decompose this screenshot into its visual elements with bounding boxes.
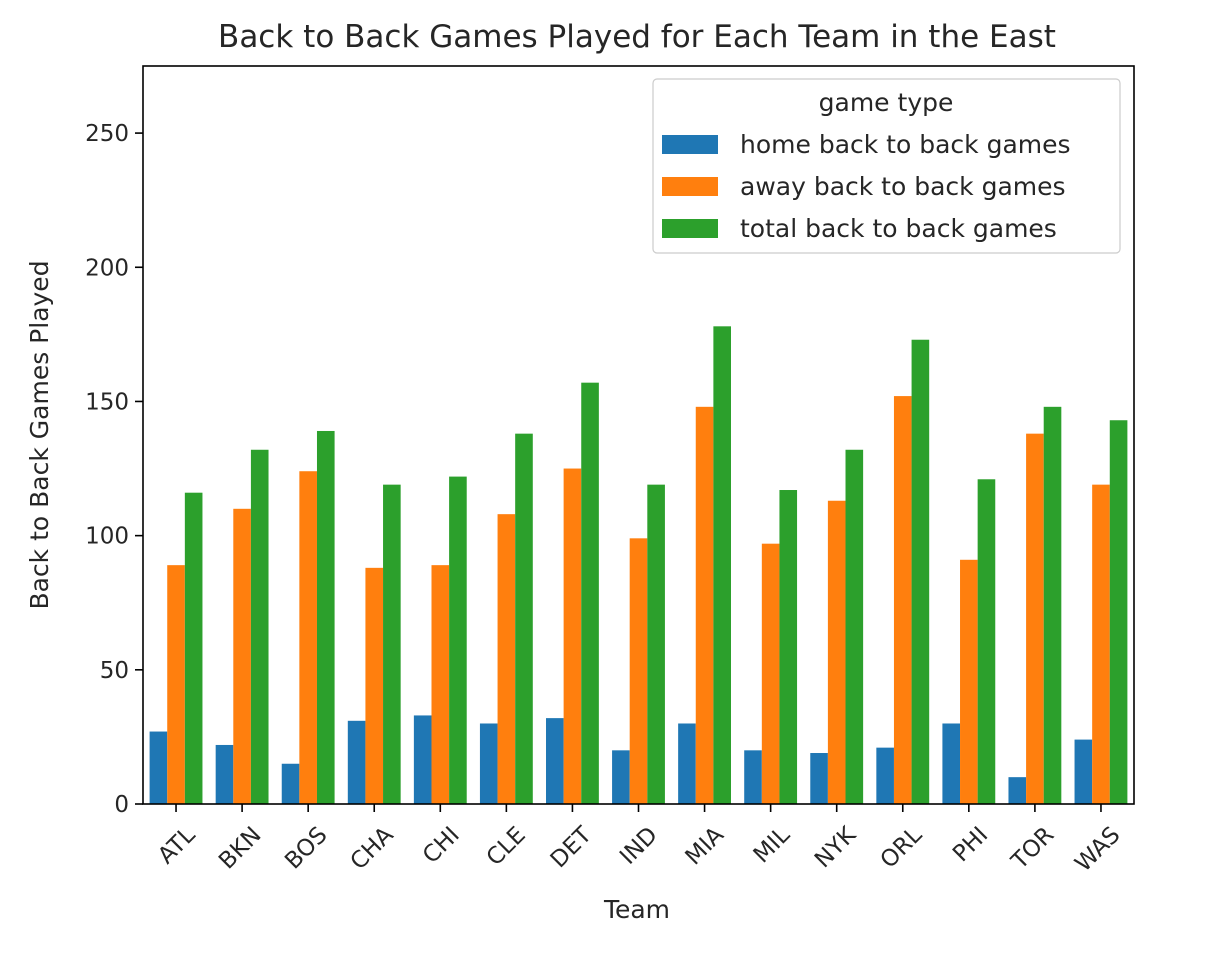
bar-bkn-series-3 [250,449,269,804]
bar-was-series-2 [1092,484,1110,804]
bar-cha-series-1 [347,720,366,804]
bar-orl-series-3 [911,339,930,804]
bar-phi-series-2 [960,559,978,804]
bar-tor-series-1 [1008,777,1027,804]
bar-orl-series-2 [893,396,912,804]
legend-title: game type [819,88,954,117]
bar-was-series-3 [1109,420,1128,804]
legend-entries: home back to back games away back to back… [662,130,1071,243]
bar-det-series-3 [581,382,599,804]
x-tick-label-bkn: BKN [214,822,266,874]
x-tick-label-chi: CHI [418,822,465,869]
y-tick-label: 100 [85,524,129,550]
bar-bkn-series-1 [215,744,234,804]
bar-cha-series-3 [383,484,401,804]
legend-box [652,78,1121,254]
bar-mia-series-1 [678,723,696,804]
plot-frame [142,65,1135,805]
bar-tor-series-3 [1043,406,1062,804]
x-tick-label-cha: CHA [346,822,399,875]
x-tick-label-tor: TOR [1006,822,1059,875]
x-tick-label-phi: PHI [948,822,993,867]
x-tick-label-was: WAS [1070,822,1125,877]
x-tick-label-ind: IND [615,822,663,870]
bar-atl-series-1 [149,731,168,804]
bar-chi-series-3 [449,476,467,804]
y-tick-label: 200 [85,255,129,281]
bar-chi-series-1 [413,715,432,804]
x-axis-label: Team [603,895,670,924]
bar-ind-series-2 [629,538,648,804]
bar-cha-series-2 [365,567,384,804]
x-tick-label-cle: CLE [482,822,531,871]
bar-mil-series-2 [761,543,780,804]
bar-chi-series-2 [431,565,450,804]
bar-cle-series-1 [479,723,498,804]
bar-orl-series-1 [876,747,894,804]
bars-layer [149,326,1128,804]
bar-phi-series-3 [977,479,996,804]
bar-mil-series-3 [779,490,798,804]
bar-atl-series-3 [184,492,203,804]
x-tick-label-nyk: NYK [810,821,862,873]
bar-phi-series-1 [942,723,961,804]
y-tick-label: 0 [114,792,129,818]
bar-was-series-1 [1074,739,1093,804]
bar-tor-series-2 [1026,433,1044,804]
legend: game type home back to back games away ba… [652,78,1121,254]
x-tick-label-mia: MIA [681,822,730,871]
bar-ind-series-1 [612,750,630,804]
bar-bos-series-1 [281,763,300,804]
bar-mil-series-1 [744,750,762,804]
bar-nyk-series-1 [810,753,828,804]
y-axis-label: Back to Back Games Played [25,260,54,609]
x-tick-label-orl: ORL [876,822,928,874]
bar-cle-series-3 [515,433,533,804]
x-tick-label-mil: MIL [749,822,795,868]
chart-title: Back to Back Games Played for Each Team … [218,19,1056,55]
bar-bos-series-2 [299,471,317,804]
y-axis: 0 50 100 150 200 250 [85,121,143,818]
bar-det-series-1 [546,718,564,804]
bar-mia-series-2 [695,406,714,804]
legend-label: away back to back games [740,172,1066,201]
bar-bos-series-3 [316,430,335,804]
legend-label: total back to back games [740,214,1057,243]
legend-label: home back to back games [740,130,1071,159]
bar-nyk-series-3 [845,449,864,804]
y-tick-label: 50 [100,658,129,684]
bar-atl-series-2 [167,565,185,804]
bar-bkn-series-2 [233,508,251,804]
legend-swatch [662,219,718,238]
x-axis: ATL BKN BOS CHA CHI CLE DET IND MIA MIL NYK ORL PHI T… [153,804,1125,877]
bar-ind-series-3 [647,484,665,804]
y-tick-label: 250 [85,121,129,147]
x-tick-label-det: DET [546,821,598,873]
x-tick-label-bos: BOS [280,822,332,874]
bar-mia-series-3 [713,326,731,804]
bar-nyk-series-2 [827,500,846,804]
legend-swatch [662,135,718,154]
x-tick-label-atl: ATL [153,822,200,869]
bar-cle-series-2 [497,514,516,804]
legend-swatch [662,177,718,196]
y-tick-label: 150 [85,389,129,415]
bar-det-series-2 [563,468,582,804]
